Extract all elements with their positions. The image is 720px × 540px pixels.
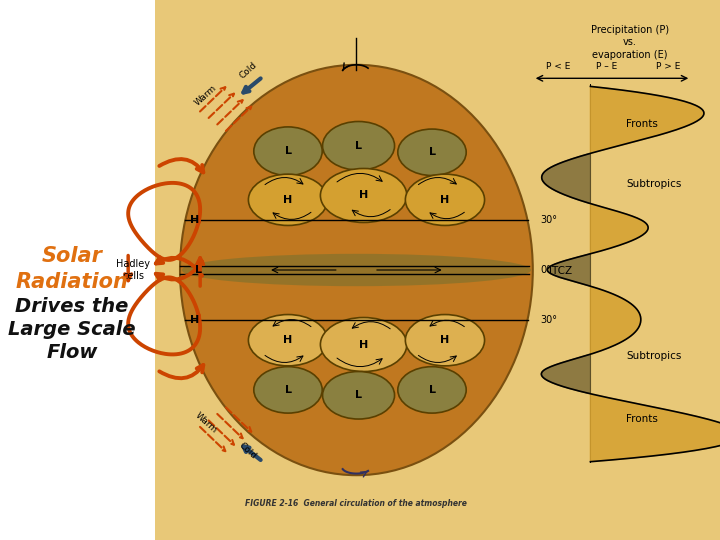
Ellipse shape [253,127,323,176]
Text: Cold: Cold [238,60,258,80]
Text: H: H [284,195,292,205]
Text: Fronts: Fronts [626,414,658,423]
Text: H: H [359,191,368,200]
Text: L: L [194,265,202,275]
FancyBboxPatch shape [155,0,720,540]
Text: ITCZ: ITCZ [549,266,572,276]
Ellipse shape [180,65,533,475]
Ellipse shape [405,174,485,226]
Text: P > E: P > E [656,62,680,71]
Text: H: H [359,340,368,349]
Ellipse shape [248,174,328,226]
Text: P – E: P – E [595,62,617,71]
Ellipse shape [253,367,323,413]
Ellipse shape [248,314,328,366]
Text: 30°: 30° [540,215,557,225]
Text: L: L [284,146,292,156]
Text: Radiation: Radiation [16,272,128,292]
Text: Subtropics: Subtropics [626,179,682,188]
Text: Drives the: Drives the [15,296,129,316]
Text: Subtropics: Subtropics [626,352,682,361]
Text: 30°: 30° [540,315,557,325]
Text: vs.: vs. [623,37,637,47]
Text: 0°: 0° [540,265,551,275]
Text: Flow: Flow [46,343,98,362]
Ellipse shape [397,367,467,413]
Text: P < E: P < E [546,62,570,71]
Text: Large Scale: Large Scale [8,320,136,339]
Text: H: H [190,315,199,325]
Text: Precipitation (P): Precipitation (P) [591,25,669,35]
Ellipse shape [323,122,395,170]
Text: Warm: Warm [193,411,218,435]
Ellipse shape [405,314,485,366]
Text: H: H [284,335,292,345]
Text: Cold: Cold [238,441,258,461]
Text: H: H [441,195,449,205]
Text: H: H [190,215,199,225]
Text: H: H [441,335,449,345]
Ellipse shape [323,372,395,419]
Text: Warm: Warm [193,83,218,107]
Text: L: L [428,385,436,395]
Ellipse shape [397,129,467,176]
Ellipse shape [320,168,407,222]
Text: evaporation (E): evaporation (E) [593,50,667,59]
Text: Hadley
cells: Hadley cells [116,259,150,281]
Text: Fronts: Fronts [626,119,658,129]
Ellipse shape [181,254,531,286]
Text: L: L [355,390,362,400]
Text: L: L [284,385,292,395]
Ellipse shape [320,318,407,372]
Text: FIGURE 2-16  General circulation of the atmosphere: FIGURE 2-16 General circulation of the a… [246,499,467,508]
Text: Solar: Solar [42,246,102,267]
Text: L: L [428,147,436,157]
Text: L: L [355,141,362,151]
